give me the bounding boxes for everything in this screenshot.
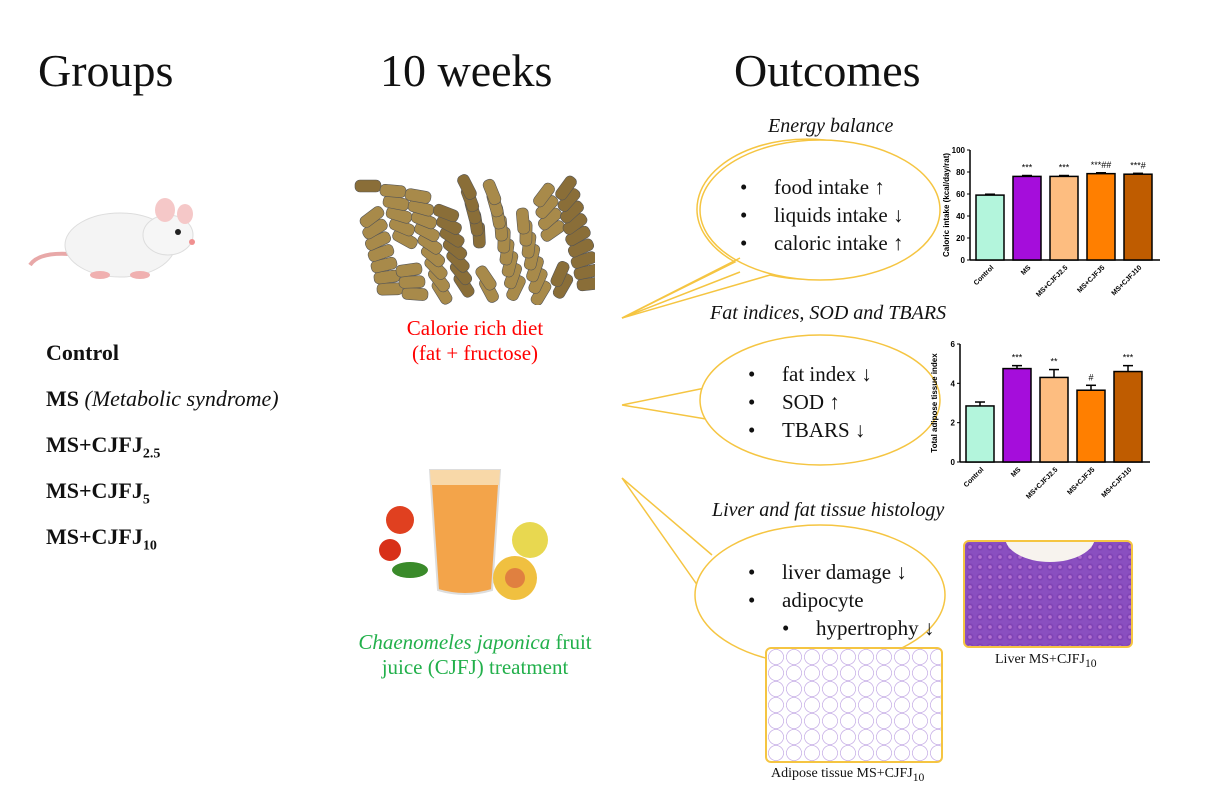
bar <box>1076 389 1106 463</box>
histology-bullets: liver damage ↓adipocytehypertrophy ↓ <box>748 558 934 642</box>
y-tick-label: 0 <box>961 256 966 265</box>
diet-pellets-image <box>354 174 595 305</box>
x-tick-label: MS+CJFJ2.5 <box>1035 264 1069 298</box>
bar <box>1123 173 1153 261</box>
bullet: SOD ↑ <box>748 388 872 416</box>
bar <box>1002 367 1032 463</box>
bullet: caloric intake ↑ <box>740 229 904 257</box>
group-control: Control <box>46 340 119 365</box>
x-tick-label: MS+CJFJ5 <box>1076 264 1106 294</box>
significance-label: ***## <box>1091 160 1112 170</box>
pellet <box>555 175 577 201</box>
significance-label: *** <box>1123 353 1134 363</box>
group-ms-cjfj-2-5: MS+CJFJ2.5 <box>46 432 161 462</box>
pellet <box>457 174 477 200</box>
pellet <box>432 203 460 223</box>
y-tick-label: 4 <box>951 379 956 388</box>
significance-label: # <box>1088 372 1093 382</box>
significance-label: *** <box>1059 163 1070 173</box>
group-ms: MS (Metabolic syndrome) <box>46 386 279 411</box>
bullet-continuation: hypertrophy ↓ <box>748 614 934 642</box>
y-tick-label: 60 <box>956 190 965 199</box>
bullet: TBARS ↓ <box>748 416 872 444</box>
pellet <box>533 182 555 208</box>
pellet <box>516 207 530 235</box>
y-axis-label: Total adipose tissue index <box>930 353 939 453</box>
liver-histology-image <box>963 540 1133 648</box>
significance-label: ** <box>1050 357 1058 367</box>
y-tick-label: 80 <box>956 168 965 177</box>
bar <box>1012 175 1042 261</box>
section-energy-title: Energy balance <box>768 115 894 137</box>
section-fat-title: Fat indices, SOD and TBARS <box>710 302 947 324</box>
x-tick-label: Control <box>973 264 996 287</box>
bullet: adipocyte <box>748 586 934 614</box>
pellet <box>370 256 398 274</box>
bar <box>1039 376 1069 463</box>
bar <box>1086 172 1116 261</box>
x-tick-label: MS+CJFJ5 <box>1066 466 1096 496</box>
x-tick-label: Control <box>963 466 986 489</box>
bullet: food intake ↑ <box>740 173 904 201</box>
pellet <box>395 262 423 278</box>
diet-caption: Calorie rich diet (fat + fructose) <box>406 316 544 365</box>
pellet <box>475 265 497 291</box>
x-tick-label: MS+CJFJ10 <box>1101 466 1134 499</box>
x-tick-label: MS <box>1020 264 1033 277</box>
rat-image <box>28 198 195 279</box>
section-histology-title: Liver and fat tissue histology <box>712 499 945 521</box>
pellet <box>398 275 426 289</box>
y-axis-label: Caloric intake (kcal/day/rat) <box>942 153 951 257</box>
y-tick-label: 0 <box>951 458 956 467</box>
significance-label: *** <box>1012 353 1023 363</box>
x-tick-label: MS <box>1010 466 1023 479</box>
outcomes-heading: Outcomes <box>734 45 921 96</box>
pellet <box>573 264 595 280</box>
adipose-histology-image <box>765 647 943 763</box>
significance-label: ***# <box>1130 160 1146 170</box>
pellet <box>376 282 404 296</box>
adipose-caption: Adipose tissue MS+CJFJ10 <box>771 766 925 784</box>
pellet <box>482 178 502 206</box>
bar <box>1113 370 1143 463</box>
pellet <box>404 188 432 204</box>
bar <box>975 194 1005 261</box>
pellet <box>576 276 595 292</box>
bullet: fat index ↓ <box>748 360 872 388</box>
y-tick-label: 100 <box>952 146 966 155</box>
bar <box>965 405 995 463</box>
group-ms-cjfj-10: MS+CJFJ10 <box>46 524 157 554</box>
x-tick-label: MS+CJFJ10 <box>1111 264 1144 297</box>
pellet <box>359 206 385 228</box>
bar <box>1049 175 1079 261</box>
groups-heading: Groups <box>38 45 174 96</box>
group-ms-cjfj-5: MS+CJFJ5 <box>46 478 150 508</box>
y-tick-label: 40 <box>956 212 965 221</box>
y-tick-label: 20 <box>956 234 965 243</box>
energy-bullets: food intake ↑liquids intake ↓caloric int… <box>740 173 904 257</box>
y-tick-label: 6 <box>951 340 956 349</box>
liver-caption: Liver MS+CJFJ10 <box>995 652 1097 670</box>
treatment-caption: Chaenomeles japonica fruit juice (CJFJ) t… <box>358 630 592 679</box>
significance-label: *** <box>1022 163 1033 173</box>
bullet: liver damage ↓ <box>748 558 934 586</box>
y-tick-label: 2 <box>951 419 956 428</box>
x-tick-label: MS+CJFJ2.5 <box>1025 466 1059 500</box>
juice-glass-image <box>379 469 548 600</box>
pellet <box>550 260 570 288</box>
duration-heading: 10 weeks <box>380 45 553 96</box>
bullet: liquids intake ↓ <box>740 201 904 229</box>
fat-bullets: fat index ↓SOD ↑TBARS ↓ <box>748 360 872 444</box>
